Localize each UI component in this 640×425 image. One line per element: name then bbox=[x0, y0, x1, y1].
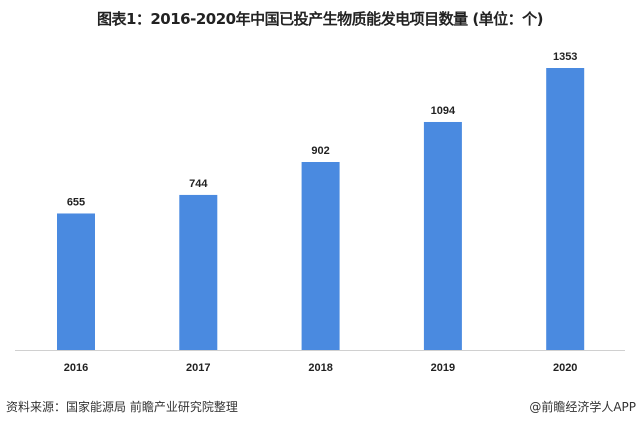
x-tick-label-2018: 2018 bbox=[308, 362, 332, 374]
x-tick-label-2016: 2016 bbox=[64, 362, 88, 374]
data-label-2019: 1094 bbox=[431, 105, 456, 117]
credit-note: @前瞻经济学人APP bbox=[529, 400, 636, 414]
bar-2019 bbox=[423, 121, 462, 350]
bar-2017 bbox=[179, 194, 218, 350]
data-label-2018: 902 bbox=[311, 145, 329, 157]
x-tick-label-2017: 2017 bbox=[186, 362, 210, 374]
x-tick-label-2019: 2019 bbox=[431, 362, 455, 374]
data-label-2016: 655 bbox=[67, 196, 85, 208]
data-label-2020: 1353 bbox=[553, 51, 577, 63]
source-note: 资料来源：国家能源局 前瞻产业研究院整理 bbox=[6, 400, 238, 414]
bar-2018 bbox=[301, 162, 340, 350]
data-label-2017: 744 bbox=[189, 178, 208, 190]
chart-title: 图表1：2016-2020年中国已投产生物质能发电项目数量 (单位：个) bbox=[96, 10, 544, 28]
x-tick-label-2020: 2020 bbox=[553, 362, 577, 374]
bar-2020 bbox=[546, 68, 585, 350]
bar-2016 bbox=[57, 213, 95, 350]
